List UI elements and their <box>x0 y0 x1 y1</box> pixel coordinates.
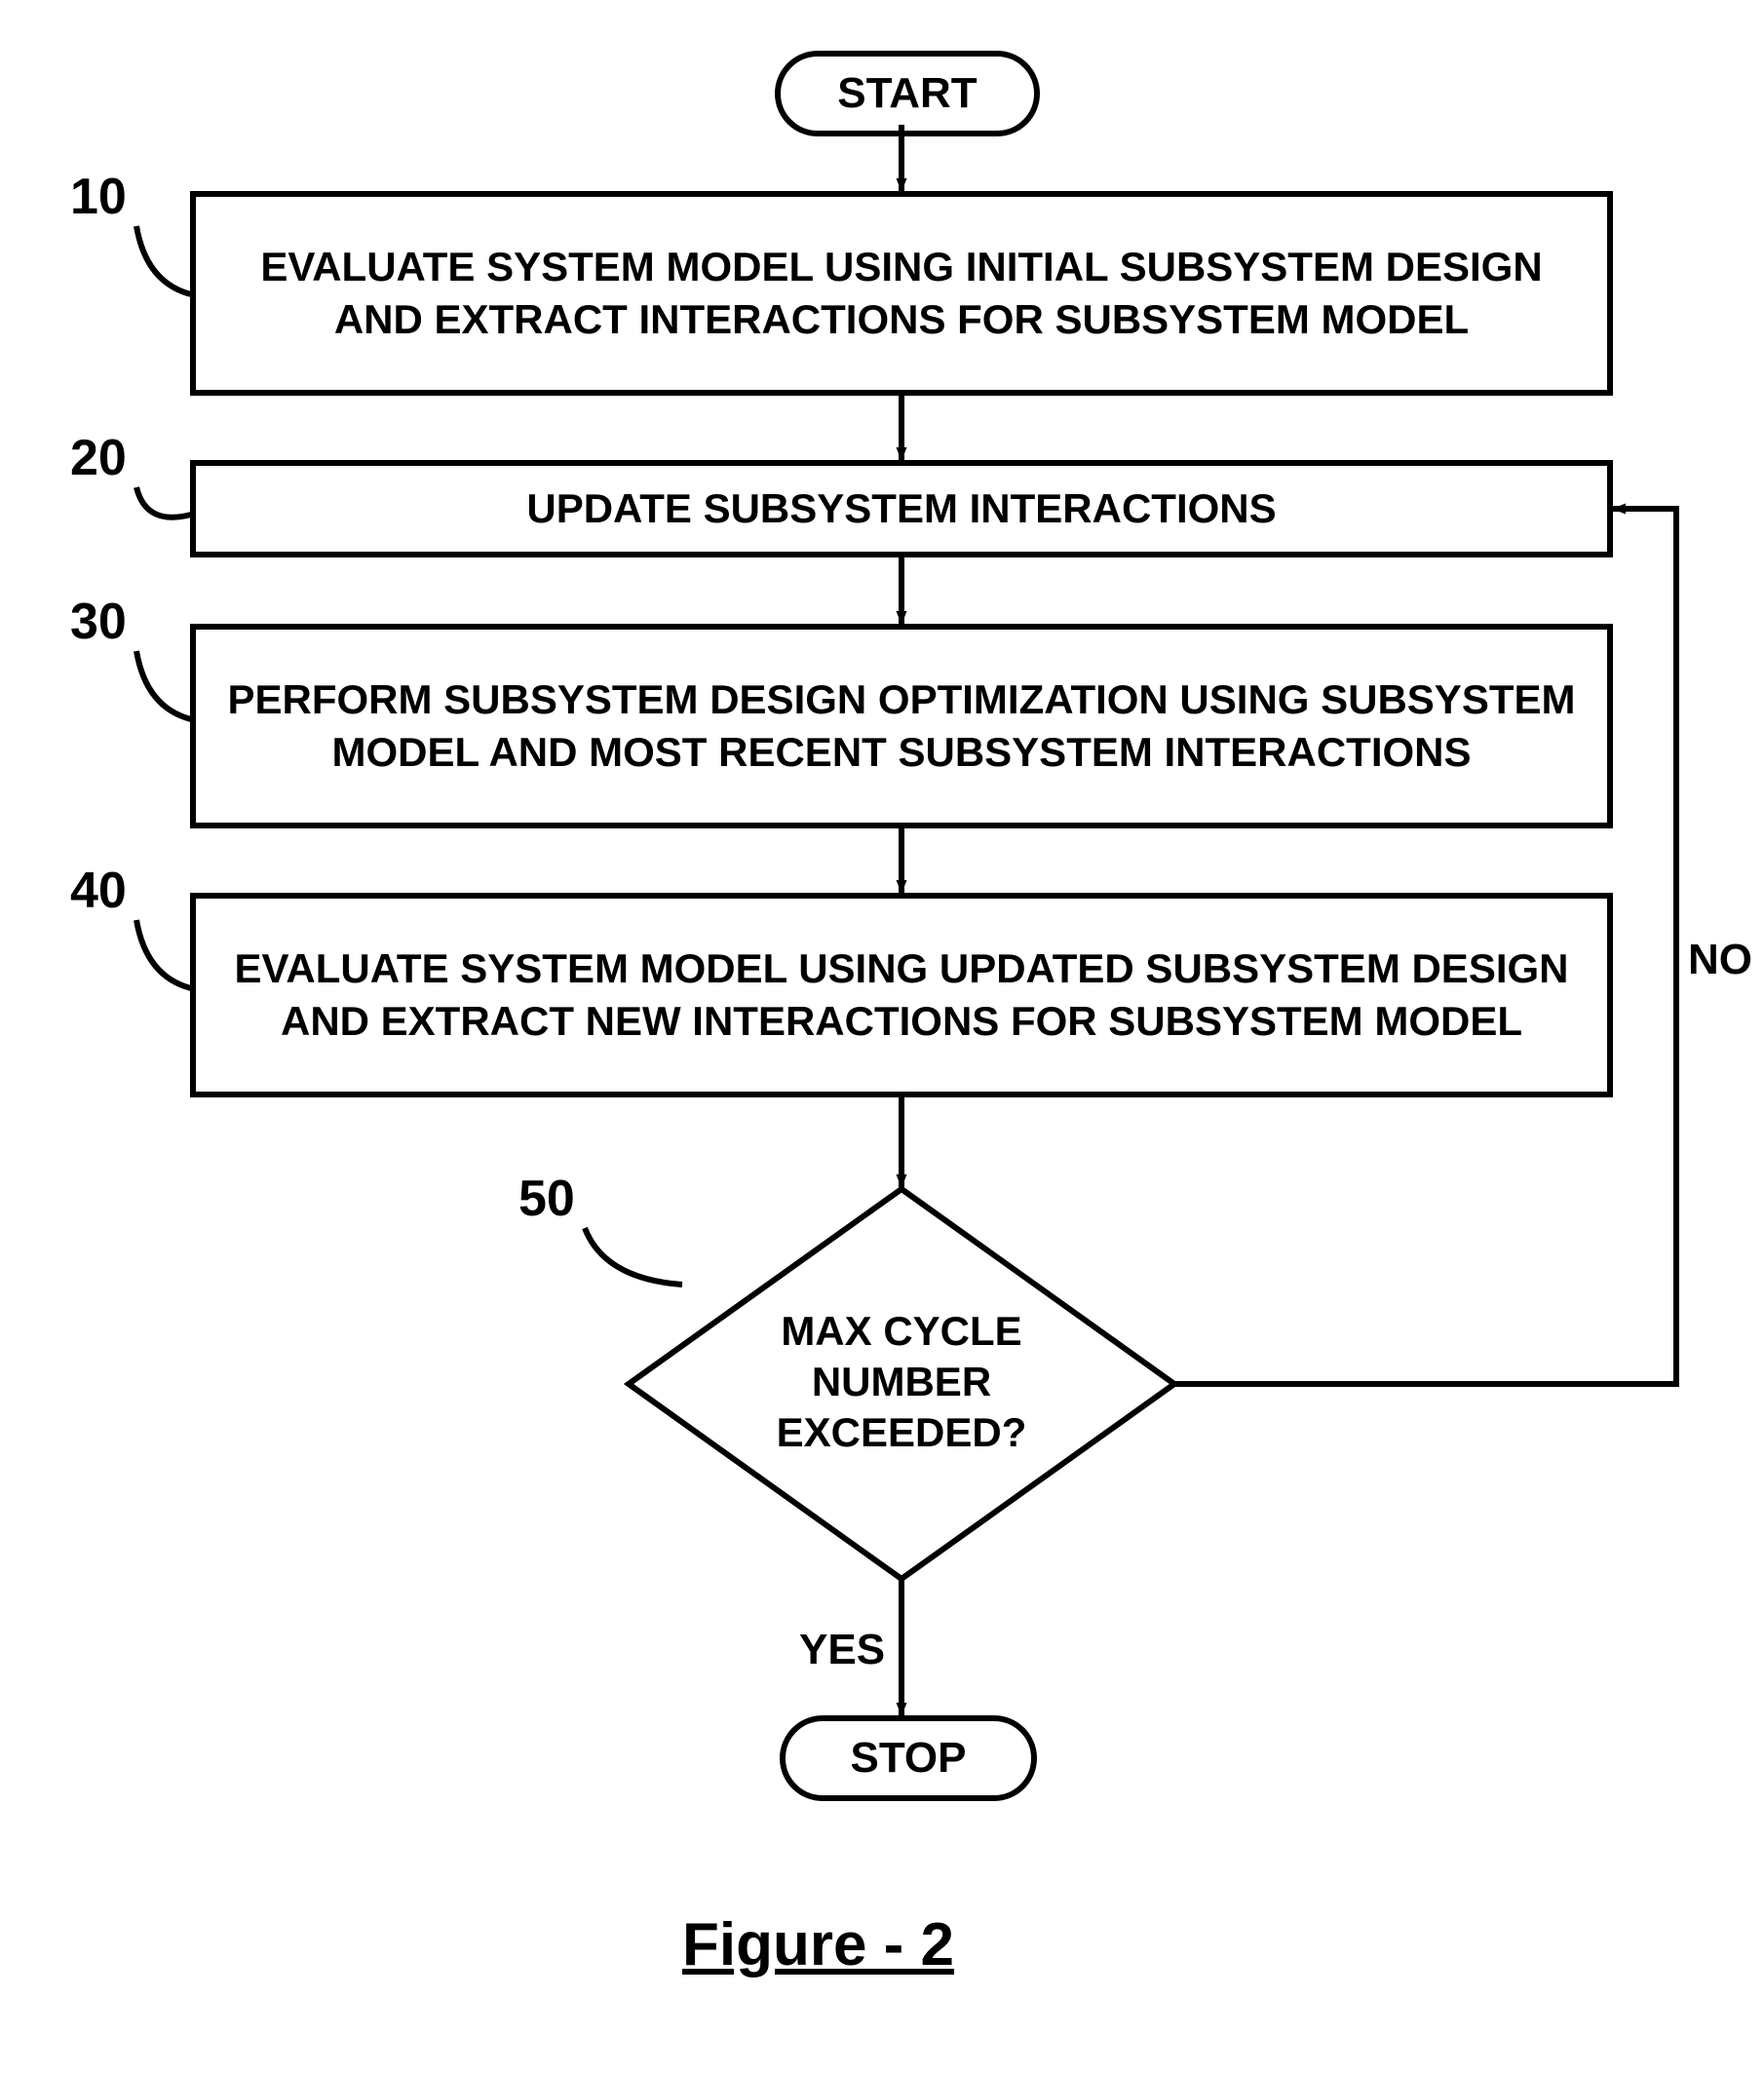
ref-40: 40 <box>70 862 127 920</box>
callout-30 <box>136 651 191 719</box>
stop-label: STOP <box>850 1734 966 1783</box>
ref-10: 10 <box>70 168 127 226</box>
decision-line-2: NUMBER <box>812 1359 991 1404</box>
process-40: EVALUATE SYSTEM MODEL USING UPDATED SUBS… <box>190 893 1613 1097</box>
stop-terminal: STOP <box>780 1715 1037 1801</box>
decision-line-1: MAX CYCLE <box>781 1308 1021 1354</box>
yes-label: YES <box>799 1626 885 1674</box>
ref-50: 50 <box>518 1170 575 1228</box>
decision-line-3: EXCEEDED? <box>777 1409 1027 1455</box>
callout-50 <box>585 1228 682 1285</box>
flowchart-canvas: START EVALUATE SYSTEM MODEL USING INITIA… <box>0 0 1764 2074</box>
callout-10 <box>136 226 191 294</box>
decision-diamond <box>629 1189 1174 1579</box>
ref-30: 30 <box>70 593 127 651</box>
process-30: PERFORM SUBSYSTEM DESIGN OPTIMIZATION US… <box>190 624 1613 828</box>
start-terminal: START <box>775 51 1040 136</box>
figure-title: Figure - 2 <box>682 1910 954 1979</box>
process-40-label: EVALUATE SYSTEM MODEL USING UPDATED SUBS… <box>215 942 1588 1048</box>
callout-20 <box>136 487 191 518</box>
no-label: NO <box>1688 936 1752 984</box>
callout-40 <box>136 920 191 988</box>
process-30-label: PERFORM SUBSYSTEM DESIGN OPTIMIZATION US… <box>215 673 1588 779</box>
process-20: UPDATE SUBSYSTEM INTERACTIONS <box>190 460 1613 557</box>
ref-20: 20 <box>70 429 127 487</box>
process-10-label: EVALUATE SYSTEM MODEL USING INITIAL SUBS… <box>215 241 1588 346</box>
start-label: START <box>837 69 977 118</box>
process-10: EVALUATE SYSTEM MODEL USING INITIAL SUBS… <box>190 191 1613 396</box>
process-20-label: UPDATE SUBSYSTEM INTERACTIONS <box>526 482 1276 535</box>
